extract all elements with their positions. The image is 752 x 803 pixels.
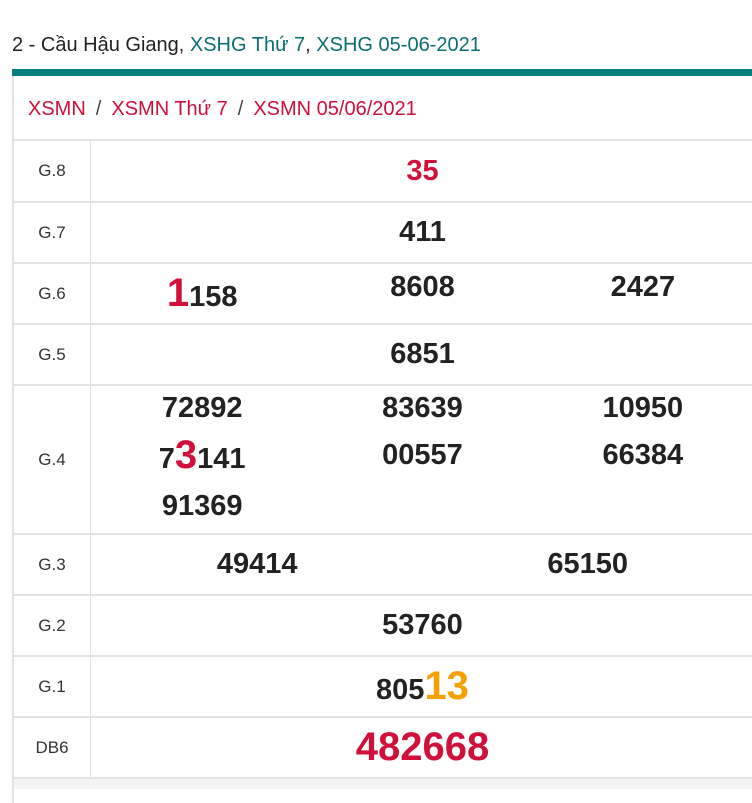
digits: 2427 — [610, 271, 676, 303]
highlighted-digits: 35 — [406, 154, 439, 187]
prize-values: 482668 — [90, 717, 752, 779]
digits: 65150 — [547, 548, 629, 580]
breadcrumb-sep: / — [237, 98, 244, 120]
digits: 805 — [376, 674, 425, 706]
results-table: G.8 35 G.7 411 G.6 1158 8608 2427 G.5 6851 G.4 7289… — [14, 141, 752, 779]
prize-row: DB6 482668 — [14, 717, 752, 779]
digits: 158 — [189, 281, 238, 313]
prize-number: 53760 — [382, 609, 463, 642]
prize-row: G.5 6851 — [14, 324, 752, 386]
prize-values: 35 — [90, 141, 752, 203]
prize-label: G.1 — [14, 656, 91, 718]
digits: 49414 — [216, 548, 298, 580]
prize-number: 91369 — [162, 485, 243, 528]
heading-text: 2 - Cầu Hậu Giang, — [12, 34, 190, 56]
prize-row: G.1 80513 — [14, 656, 752, 718]
prize-number: 73141 — [159, 434, 246, 481]
xshg-weekday-link[interactable]: XSHG Thứ 7 — [189, 34, 306, 56]
prize-label: G.4 — [14, 385, 91, 535]
prize-values: 53760 — [90, 595, 752, 657]
prize-row: G.8 35 — [14, 141, 752, 203]
prize-number: 482668 — [356, 725, 489, 770]
prize-values: 6851 — [90, 324, 752, 386]
prize-number: 49414 — [217, 548, 298, 581]
breadcrumb-xsmn-weekday[interactable]: XSMN Thứ 7 — [111, 98, 228, 120]
prize-values: 72892 73141 91369 83639 00557 10950 66384 — [90, 385, 752, 535]
page-heading: 2 - Cầu Hậu Giang, XSHG Thứ 7, XSHG 05-0… — [12, 34, 481, 57]
heading-comma: , — [305, 34, 317, 56]
prize-label: G.6 — [14, 263, 91, 325]
breadcrumb-xsmn[interactable]: XSMN — [28, 98, 86, 120]
prize-number: 72892 — [162, 387, 243, 430]
highlighted-digits: 13 — [424, 664, 469, 708]
prize-values: 49414 65150 — [90, 534, 752, 596]
prize-number: 6851 — [390, 338, 455, 371]
digits: 53760 — [382, 609, 463, 641]
prize-row: G.6 1158 8608 2427 — [14, 263, 752, 325]
prize-number: 65150 — [547, 548, 628, 581]
prize-label: G.7 — [14, 202, 91, 264]
prize-row: G.7 411 — [14, 202, 752, 264]
prize-number: 411 — [399, 216, 446, 249]
digits: 6851 — [390, 338, 455, 370]
digits: 00557 — [382, 439, 463, 471]
prize-label: G.5 — [14, 324, 91, 386]
table-footer — [14, 779, 752, 789]
highlighted-digits: 1 — [166, 271, 190, 315]
prize-values: 411 — [90, 202, 752, 264]
prize-number: 35 — [406, 155, 438, 188]
prize-number: 83639 — [382, 387, 463, 430]
prize-label: G.3 — [14, 534, 91, 596]
prize-row: G.4 72892 73141 91369 83639 00557 10950 66384 — [14, 385, 752, 535]
breadcrumb: XSMN / XSMN Thứ 7 / XSMN 05/06/2021 — [14, 76, 752, 141]
prize-number: 1158 — [167, 271, 238, 316]
prize-row: G.3 49414 65150 — [14, 534, 752, 596]
prize-number: 00557 — [382, 434, 463, 477]
prize-label: DB6 — [14, 717, 91, 779]
prize-label: G.8 — [14, 141, 91, 203]
prize-number: 66384 — [602, 434, 683, 477]
digits: 8608 — [390, 271, 455, 303]
xshg-date-link[interactable]: XSHG 05-06-2021 — [316, 34, 481, 56]
accent-bar — [12, 69, 752, 76]
prize-number: 80513 — [376, 664, 469, 709]
prize-values: 1158 8608 2427 — [90, 263, 752, 325]
digits: 7 — [158, 443, 175, 475]
prize-label: G.2 — [14, 595, 91, 657]
digits: 10950 — [602, 392, 684, 424]
prize-number: 10950 — [602, 387, 683, 430]
prize-values: 80513 — [90, 656, 752, 718]
digits: 83639 — [382, 392, 463, 424]
prize-number: 8608 — [390, 271, 455, 304]
digits: 66384 — [602, 439, 684, 471]
prize-row: G.2 53760 — [14, 595, 752, 657]
breadcrumb-xsmn-date[interactable]: XSMN 05/06/2021 — [253, 98, 417, 120]
digits: 91369 — [161, 490, 243, 522]
prize-number: 2427 — [611, 271, 676, 304]
digits: 141 — [197, 443, 246, 475]
digits: 72892 — [161, 392, 243, 424]
digits: 411 — [399, 216, 446, 248]
highlighted-digits: 482668 — [355, 725, 490, 769]
results-box: XSMN / XSMN Thứ 7 / XSMN 05/06/2021 G.8 35 G.7… — [12, 76, 752, 803]
highlighted-digits: 3 — [174, 433, 198, 477]
breadcrumb-sep: / — [95, 98, 102, 120]
